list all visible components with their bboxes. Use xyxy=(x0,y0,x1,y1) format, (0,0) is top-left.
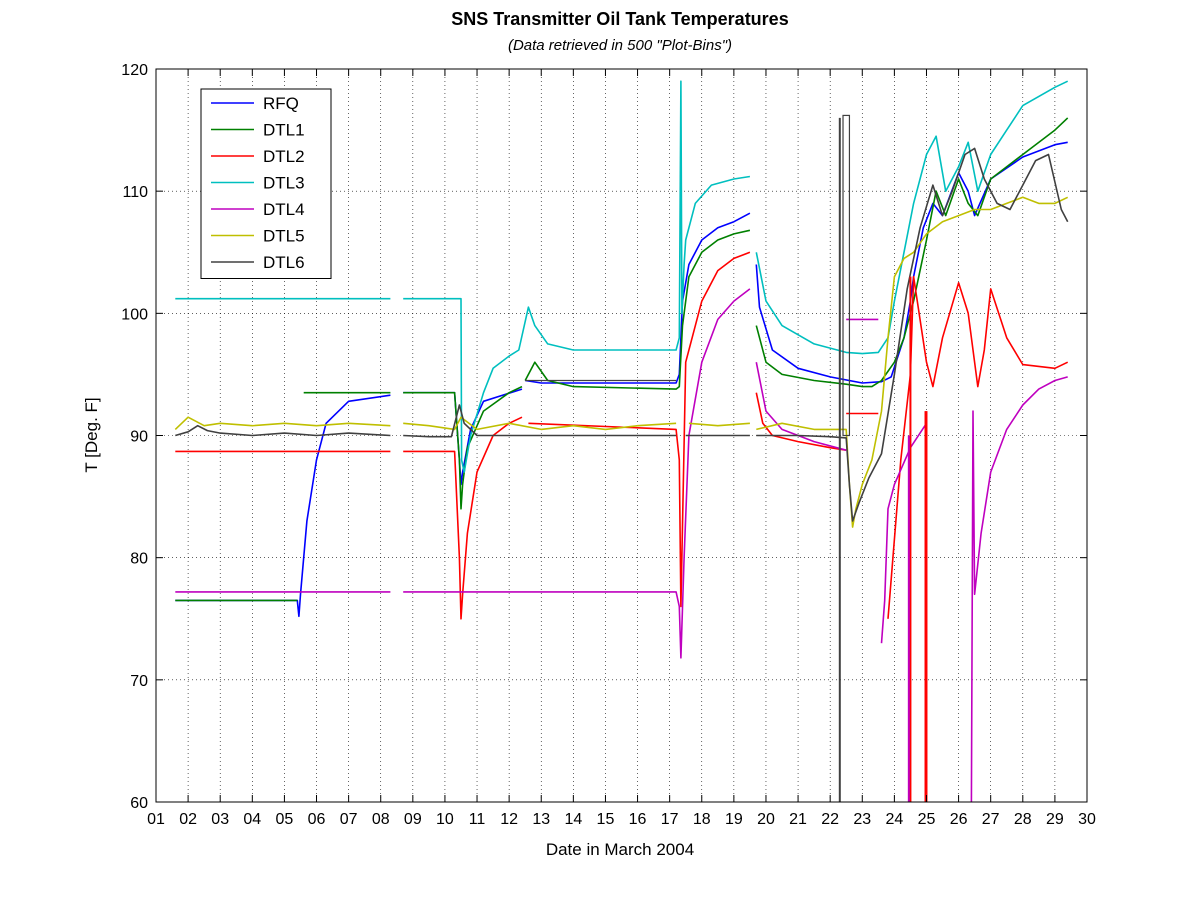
x-tick-label: 20 xyxy=(757,811,775,828)
series-line-rfq xyxy=(175,141,1068,618)
series-layer xyxy=(174,80,1069,803)
y-tick-label: 80 xyxy=(130,551,148,568)
series-line-dtl4 xyxy=(175,288,1068,803)
y-tick-label: 90 xyxy=(130,429,148,446)
x-tick-label: 12 xyxy=(500,811,518,828)
x-tick-label: 07 xyxy=(340,811,358,828)
chart-subtitle: (Data retrieved in 500 "Plot-Bins") xyxy=(508,37,732,54)
x-tick-label: 29 xyxy=(1046,811,1064,828)
x-tick-label: 30 xyxy=(1078,811,1096,828)
y-axis-label: T [Deg. F] xyxy=(82,397,101,472)
legend: RFQ DTL1 DTL2 DTL3 DTL4 DTL5 DTL6 xyxy=(200,88,332,279)
x-tick-label: 06 xyxy=(308,811,326,828)
x-tick-label: 09 xyxy=(404,811,422,828)
legend-label: DTL3 xyxy=(263,174,305,193)
x-tick-label: 17 xyxy=(661,811,679,828)
x-tick-label: 25 xyxy=(918,811,936,828)
x-tick-label: 15 xyxy=(597,811,615,828)
x-tick-label: 22 xyxy=(821,811,839,828)
chart-title: SNS Transmitter Oil Tank Temperatures xyxy=(451,9,788,29)
x-tick-label: 27 xyxy=(982,811,1000,828)
legend-label: RFQ xyxy=(263,94,299,113)
x-tick-label: 13 xyxy=(532,811,550,828)
y-tick-label: 70 xyxy=(130,673,148,690)
outline-box xyxy=(842,114,851,437)
legend-label: DTL1 xyxy=(263,121,305,140)
x-tick-label: 26 xyxy=(950,811,968,828)
x-tick-label: 19 xyxy=(725,811,743,828)
series-line-dtl1 xyxy=(175,117,1069,602)
legend-label: DTL5 xyxy=(263,227,305,246)
x-tick-label: 14 xyxy=(564,811,582,828)
x-tick-label: 16 xyxy=(629,811,647,828)
series-line-dtl3 xyxy=(175,80,1069,473)
x-tick-label: 24 xyxy=(885,811,903,828)
x-tick-label: 21 xyxy=(789,811,807,828)
y-tick-label: 120 xyxy=(121,62,148,79)
x-tick-label: 18 xyxy=(693,811,711,828)
series-line-dtl5 xyxy=(174,196,1069,528)
legend-label: DTL2 xyxy=(263,147,305,166)
x-tick-label: 04 xyxy=(243,811,261,828)
series-line-dtl6 xyxy=(175,147,1069,522)
x-tick-label: 10 xyxy=(436,811,454,828)
y-tick-label: 60 xyxy=(130,795,148,812)
ticks: 01 02 03 04 05 06 07 08 09 10 11 12 13 14 15 16 17 18 19 20… xyxy=(121,62,1096,828)
x-tick-label: 01 xyxy=(147,811,165,828)
x-axis-label: Date in March 2004 xyxy=(546,840,694,859)
x-tick-label: 11 xyxy=(469,811,486,828)
x-tick-label: 08 xyxy=(372,811,390,828)
legend-box xyxy=(200,88,332,279)
y-tick-label: 100 xyxy=(121,306,148,323)
legend-label: DTL4 xyxy=(263,200,305,219)
series-line-dtl2 xyxy=(175,251,1069,620)
x-tick-label: 23 xyxy=(853,811,871,828)
x-tick-label: 02 xyxy=(179,811,197,828)
x-tick-label: 28 xyxy=(1014,811,1032,828)
x-tick-label: 03 xyxy=(211,811,229,828)
x-tick-label: 05 xyxy=(276,811,294,828)
legend-label: DTL6 xyxy=(263,253,305,272)
y-tick-label: 110 xyxy=(122,184,148,201)
